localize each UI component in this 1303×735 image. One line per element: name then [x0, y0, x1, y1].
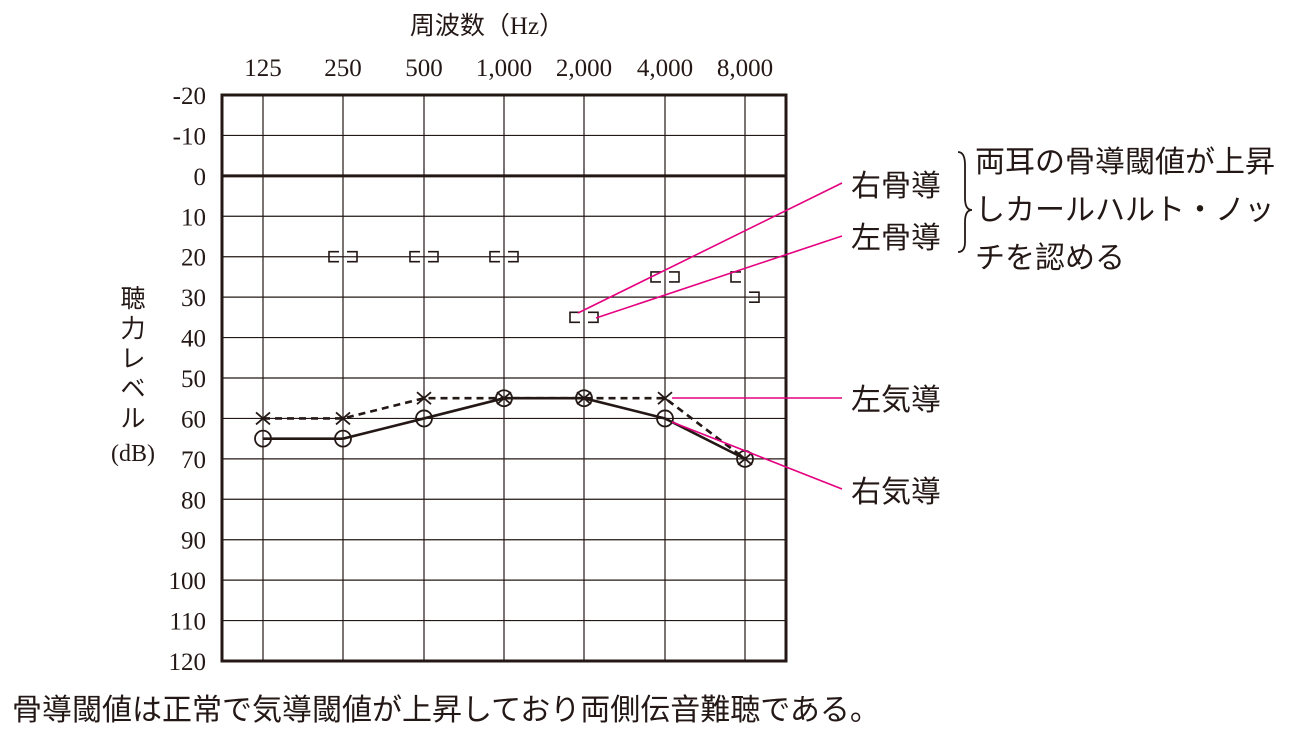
- y-tick-label: -10: [173, 123, 206, 150]
- y-tick-label: 120: [169, 649, 207, 676]
- y-axis-title-char: ル: [120, 406, 145, 433]
- y-tick-label: -20: [173, 83, 206, 110]
- x-tick-label: 125: [244, 55, 282, 82]
- y-axis-title-unit: (dB): [111, 441, 155, 467]
- y-tick-label: 100: [169, 568, 207, 595]
- leader-right-bone: [578, 183, 842, 313]
- left-bone-point: [669, 272, 679, 282]
- x-tick-label: 1,000: [476, 55, 532, 82]
- label-right-air: 右気導: [851, 475, 941, 510]
- chart-markers: [255, 252, 759, 467]
- y-axis-title-char: 力: [120, 315, 145, 343]
- x-tick-label: 2,000: [556, 55, 612, 82]
- label-right-bone: 右骨導: [851, 169, 941, 204]
- bone-note-line: チを認める: [975, 241, 1125, 276]
- leader-left-bone: [596, 236, 842, 318]
- caption: 骨導閾値は正常で気導閾値が上昇しており両側伝音難聴である。: [12, 693, 880, 728]
- right-air-point: [657, 410, 673, 426]
- y-axis-title-char: 聴: [120, 285, 145, 313]
- x-tick-label: 500: [405, 55, 443, 82]
- y-tick-label: 10: [181, 204, 206, 231]
- label-left-bone: 左骨導: [851, 221, 941, 256]
- right-air-point: [255, 431, 271, 447]
- chart-grid: [222, 95, 786, 661]
- y-tick-label: 30: [181, 285, 206, 312]
- y-tick-label: 70: [181, 447, 206, 474]
- right-air-point: [335, 431, 351, 447]
- bone-note-line: しカールハルト・ノッ: [975, 193, 1274, 228]
- y-tick-label: 60: [181, 406, 206, 433]
- y-tick-label: 40: [181, 326, 206, 353]
- y-tick-label: 110: [169, 609, 206, 636]
- x-tick-label: 8,000: [717, 55, 773, 82]
- y-tick-label: 50: [181, 366, 206, 393]
- brace: [958, 152, 972, 252]
- bone-note-line: 両耳の骨導閾値が上昇: [975, 145, 1275, 180]
- y-axis-title-char: レ: [120, 346, 145, 373]
- y-tick-label: 80: [181, 487, 206, 514]
- right-air-point: [416, 410, 432, 426]
- x-axis-title: 周波数（Hz）: [410, 12, 564, 40]
- right-bone-point: [731, 272, 741, 282]
- leader-right-air: [672, 422, 842, 489]
- y-tick-label: 0: [194, 164, 207, 191]
- y-axis-title-char: ベ: [120, 376, 145, 403]
- label-left-air: 左気導: [851, 383, 941, 418]
- y-tick-label: 90: [181, 528, 206, 555]
- x-tick-label: 4,000: [637, 55, 693, 82]
- x-tick-label: 250: [324, 55, 362, 82]
- right-bone-point: [570, 312, 580, 322]
- y-tick-label: 20: [181, 245, 206, 272]
